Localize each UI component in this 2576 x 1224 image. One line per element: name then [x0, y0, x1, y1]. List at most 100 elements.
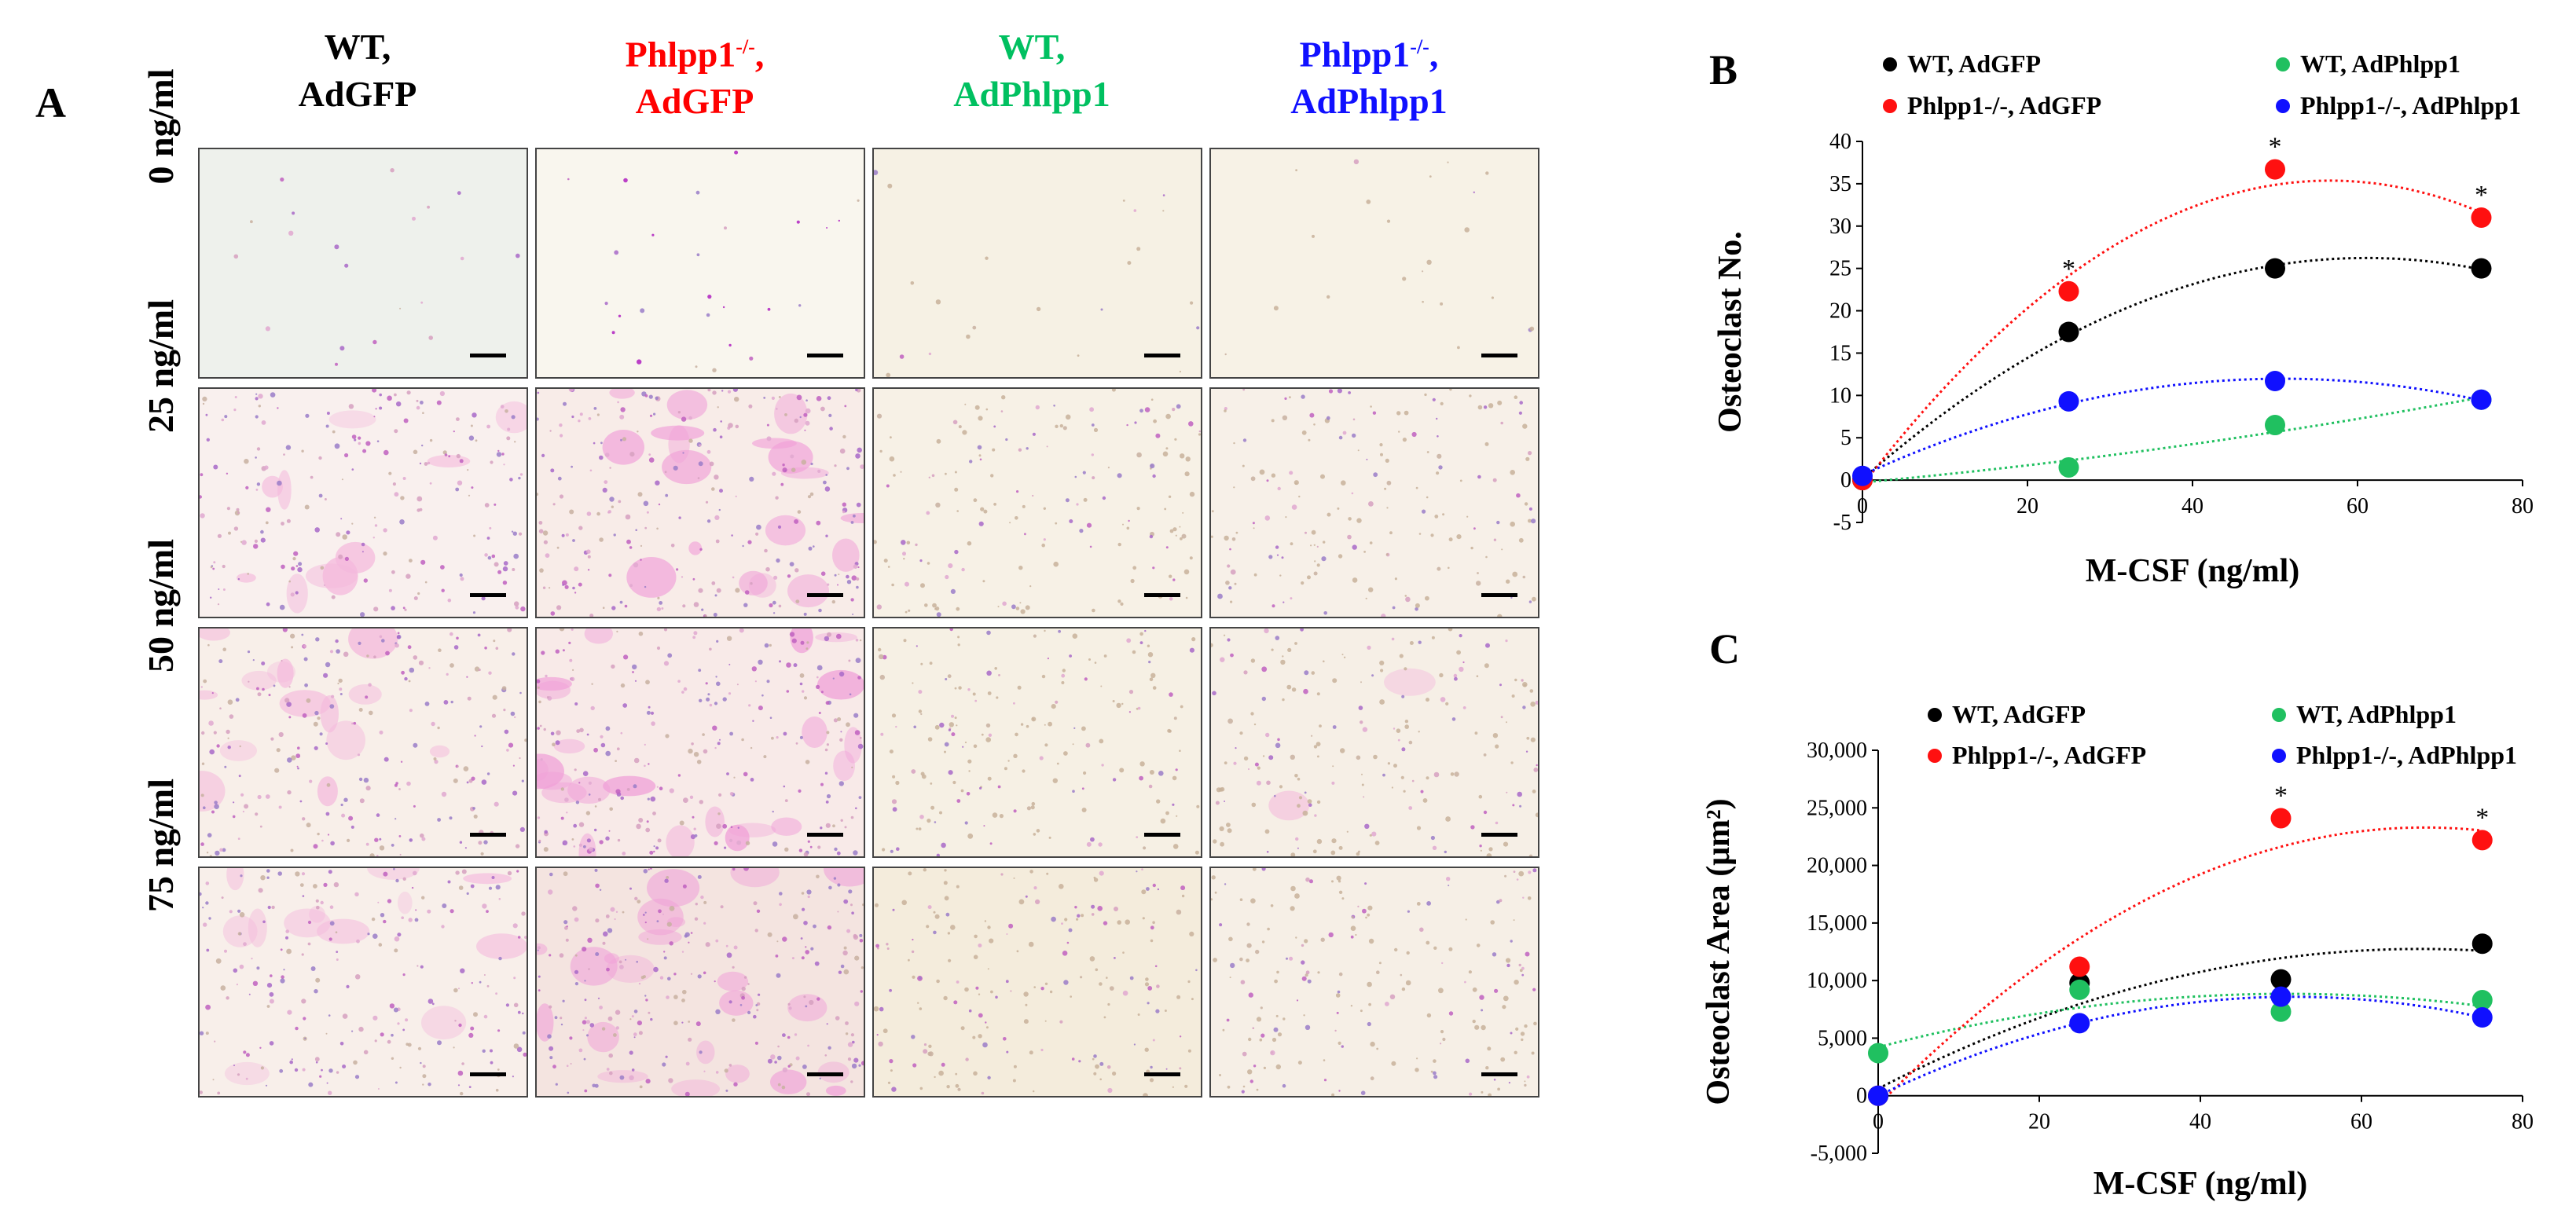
legend-label-3: Phlpp1-/-, AdPhlpp1	[2300, 91, 2521, 119]
point-series-3-1	[2058, 390, 2079, 412]
legend-marker-1	[2272, 708, 2286, 722]
y-tick-label: -5,000	[1811, 1142, 1867, 1166]
micrograph-r2-c3	[1209, 627, 1539, 858]
point-series-2-1	[2058, 280, 2079, 302]
y-tick-label: 40	[1829, 130, 1851, 154]
micrograph-r0-c3	[1209, 148, 1539, 379]
point-series-3-2	[2265, 371, 2285, 392]
x-tick-label: 20	[2016, 494, 2038, 519]
y-tick-label: 5	[1840, 426, 1851, 450]
y-axis-title: Osteoclast No.	[1712, 231, 1749, 433]
micrograph-r1-c1	[535, 387, 865, 618]
legend-marker-3	[2272, 749, 2286, 763]
y-tick-label: 30,000	[1807, 738, 1867, 763]
trendline-series-2	[1861, 179, 2482, 486]
chart-c: -5,000 0 5,000 10,000 15,000 20,000 25,000 30,0…	[1701, 700, 2534, 1202]
x-tick-label: 80	[2512, 494, 2534, 519]
point-series-3-0	[1852, 465, 1873, 486]
y-axis-title: Osteoclast Area (μm²)	[1701, 798, 1737, 1105]
legend-label-1: WT, AdPhlpp1	[2296, 700, 2457, 728]
x-axis-title: M-CSF (ng/ml)	[2086, 553, 2300, 589]
micrograph-r0-c2	[872, 148, 1202, 379]
significance-marker-0: *	[2274, 781, 2288, 810]
micrograph-r3-c3	[1209, 867, 1539, 1098]
legend-label-3: Phlpp1-/-, AdPhlpp1	[2296, 741, 2517, 769]
trendline-series-1	[1862, 396, 2482, 484]
y-tick-label: 0	[1856, 1084, 1867, 1109]
micrograph-r3-c0	[198, 867, 528, 1098]
column-header-1: Phlpp1-/-, AdGFP	[530, 24, 860, 125]
micrograph-r1-c0	[198, 387, 528, 618]
micrograph-r1-c3	[1209, 387, 1539, 618]
row-label-25: 25 ng/ml	[141, 299, 181, 433]
panel-c-letter: C	[1709, 625, 1740, 672]
point-series-2-3	[2471, 207, 2492, 228]
y-tick-label: 35	[1829, 172, 1851, 196]
y-tick-label: 5,000	[1818, 1026, 1867, 1050]
y-tick-label: 15,000	[1807, 911, 1867, 936]
point-series-1-1	[2058, 456, 2079, 478]
micrograph-r2-c2	[872, 627, 1202, 858]
column-header-line2: AdPhlpp1	[953, 74, 1110, 114]
micrograph-r0-c0	[198, 148, 528, 379]
trendline-series-2	[1877, 826, 2482, 1106]
significance-marker-1: *	[2269, 133, 2282, 162]
point-series-0-2	[2265, 258, 2285, 279]
y-tick-label: 25,000	[1807, 796, 1867, 820]
point-series-2-2	[2265, 159, 2285, 180]
legend-marker-1	[2276, 57, 2290, 71]
column-header-line1: WT,	[324, 27, 391, 67]
micrograph-r2-c1	[535, 627, 865, 858]
point-series-2-2	[2270, 808, 2292, 829]
legend-marker-3	[2276, 99, 2290, 113]
point-series-2-3	[2471, 830, 2493, 851]
x-tick-label: 60	[2350, 1110, 2372, 1134]
row-label-50: 50 ng/ml	[141, 539, 181, 672]
x-tick-label: 60	[2347, 494, 2369, 519]
micrograph-r2-c0	[198, 627, 528, 858]
x-axis-title: M-CSF (ng/ml)	[2093, 1166, 2308, 1202]
point-series-3-3	[2471, 1007, 2493, 1028]
column-header-line2: AdPhlpp1	[1290, 81, 1448, 122]
point-series-0-1	[2058, 321, 2079, 343]
x-tick-label: 0	[1857, 494, 1868, 519]
significance-marker-2: *	[2475, 181, 2488, 210]
legend-label-2: Phlpp1-/-, AdGFP	[1907, 91, 2101, 119]
x-tick-label: 80	[2512, 1110, 2534, 1134]
y-tick-label: 15	[1829, 341, 1851, 365]
point-series-3-0	[1868, 1085, 1888, 1106]
legend-marker-0	[1883, 57, 1897, 71]
point-series-2-1	[2069, 956, 2090, 977]
point-series-3-2	[2270, 986, 2292, 1007]
point-series-3-3	[2471, 389, 2492, 410]
legend-label-1: WT, AdPhlpp1	[2300, 49, 2460, 78]
x-tick-label: 20	[2028, 1110, 2050, 1134]
y-tick-label: 10,000	[1807, 969, 1867, 993]
x-tick-label: 40	[2182, 494, 2204, 519]
column-header-line2: AdGFP	[298, 74, 417, 114]
point-series-1-1	[2069, 979, 2090, 1000]
row-label-75: 75 ng/ml	[141, 779, 181, 912]
column-header-0: WT, AdGFP	[193, 24, 523, 118]
y-tick-label: 20,000	[1807, 854, 1867, 878]
column-header-line1: Phlpp1-/-,	[1299, 34, 1439, 75]
legend-marker-2	[1928, 749, 1942, 763]
y-tick-label: -5	[1833, 511, 1851, 535]
y-tick-label: 25	[1829, 257, 1851, 281]
point-series-3-1	[2069, 1013, 2090, 1034]
point-series-0-3	[2471, 933, 2493, 955]
panel-b-letter: B	[1709, 46, 1738, 93]
y-tick-label: 30	[1829, 214, 1851, 239]
micrograph-r1-c2	[872, 387, 1202, 618]
point-series-0-2	[2270, 969, 2292, 990]
trendline-series-1	[1877, 992, 2482, 1049]
significance-marker-1: *	[2475, 803, 2489, 832]
significance-marker-0: *	[2062, 255, 2075, 284]
trendline-series-3	[1862, 377, 2482, 477]
panel-a-letter: A	[35, 79, 66, 126]
micrograph-r3-c2	[872, 867, 1202, 1098]
column-header-line1: Phlpp1-/-,	[625, 34, 765, 75]
trendline-series-0	[1877, 947, 2482, 1090]
micrograph-r3-c1	[535, 867, 865, 1098]
